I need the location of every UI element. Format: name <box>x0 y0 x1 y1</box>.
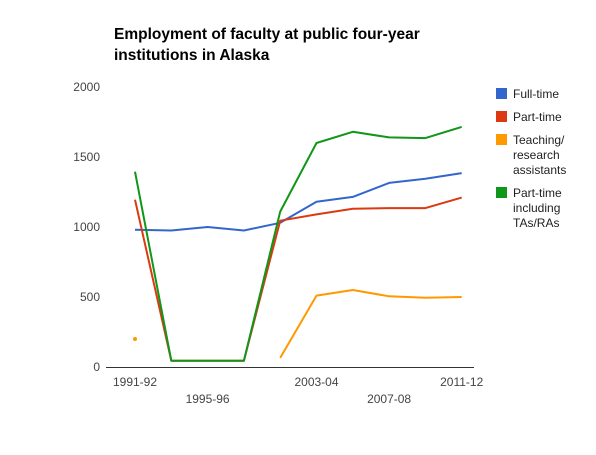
legend-label: Part-time <box>513 110 562 124</box>
y-tick-label: 2000 <box>73 80 100 94</box>
y-tick-label: 1000 <box>73 220 100 234</box>
legend-label: research <box>513 148 560 162</box>
legend-label: including <box>513 201 560 215</box>
series-line <box>279 289 462 359</box>
series-line <box>134 125 462 362</box>
legend-label: Teaching/ <box>513 133 565 147</box>
chart-title: Employment of faculty at public four-yea… <box>114 26 420 64</box>
x-tick-label: 2003-04 <box>294 375 338 389</box>
x-tick-label: 1995-96 <box>186 392 230 406</box>
legend-swatch <box>496 134 507 145</box>
legend-swatch <box>496 88 507 99</box>
legend-swatch <box>496 187 507 198</box>
x-tick-label: 1991-92 <box>113 375 157 389</box>
series-line <box>134 172 462 232</box>
y-tick-label: 1500 <box>73 150 100 164</box>
legend-swatch <box>496 111 507 122</box>
legend-label: Full-time <box>513 87 559 101</box>
legend-label: assistants <box>513 163 566 177</box>
y-tick-label: 0 <box>93 360 100 374</box>
y-tick-label: 500 <box>80 290 100 304</box>
series-line <box>134 196 462 362</box>
x-tick-label: 2011-12 <box>440 375 483 389</box>
series-point <box>133 337 137 341</box>
x-tick-label: 2007-08 <box>367 392 411 406</box>
legend-label: Part-time <box>513 186 562 200</box>
legend-label: TAs/RAs <box>513 216 559 230</box>
